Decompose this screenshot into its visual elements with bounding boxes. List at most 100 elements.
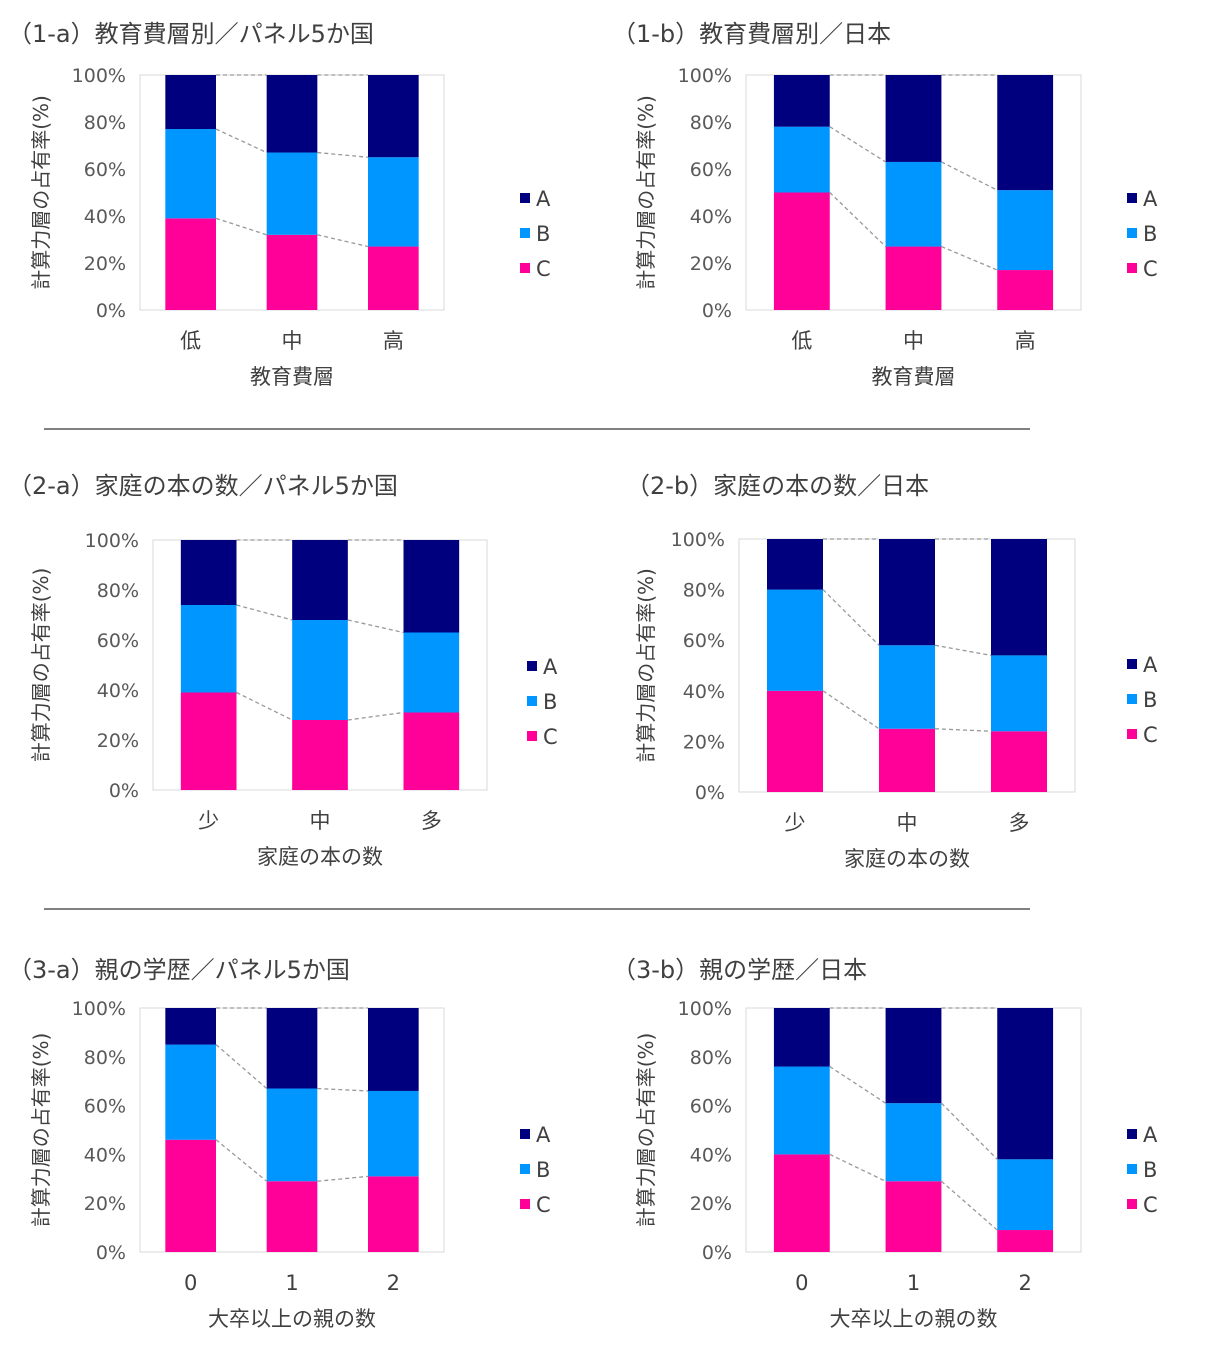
connector-line [934,644,992,657]
y-tick-label: 20% [683,731,725,753]
y-tick-label: 40% [97,680,139,702]
bar-C [767,690,823,792]
bar-A [368,1008,419,1091]
y-tick-label: 80% [84,1047,126,1069]
x-tick-label: 2 [387,1271,400,1295]
bar-C [773,192,830,310]
bar-C [879,728,935,792]
legend-label-A: A [543,655,558,679]
y-axis-title: 計算力層の占有率(%) [634,568,658,763]
x-tick-label: 多 [1009,811,1030,835]
y-tick-label: 80% [690,1047,732,1069]
legend-label-A: A [536,1123,551,1147]
legend-swatch-A [520,193,530,203]
connector-line [941,161,998,191]
bar-B [997,190,1054,271]
x-tick-label: 1 [907,1271,920,1295]
y-tick-label: 0% [702,1242,732,1264]
y-tick-label: 100% [671,529,725,551]
bar-A [403,540,460,633]
bar-C [885,1181,942,1252]
y-axis-title: 計算力層の占有率(%) [29,568,53,763]
x-tick-label: 中 [310,809,331,833]
y-tick-label: 20% [690,1193,732,1215]
y-tick-label: 0% [96,300,126,322]
bar-A [773,1008,830,1067]
legend-swatch-B [1127,694,1137,704]
panel-title-2b: （2-b）家庭の本の数／日本 [626,472,930,500]
bar-C [266,1181,318,1252]
bar-C [885,246,942,310]
panel-title-1b: （1-b）教育費層別／日本 [612,20,892,48]
y-tick-label: 80% [84,112,126,134]
legend-swatch-A [527,661,537,671]
connector-line [822,589,880,646]
connector-line [317,151,369,158]
y-tick-label: 60% [690,159,732,181]
legend-swatch-C [527,731,537,741]
panel-title-1a: （1-a）教育費層別／パネル5か国 [8,20,374,48]
connector-line [347,711,404,721]
connector-line [829,192,887,248]
bar-A [165,1008,216,1045]
chart-3a: 0% 20% 40% 60% 80% 100% 0 1 2 大卒以上の親の数 計算力層の占有率(%)… [29,998,551,1331]
bar-A [997,75,1054,191]
y-axis-title: 計算力層の占有率(%) [634,1033,658,1228]
y-axis-title: 計算力層の占有率(%) [29,1033,53,1228]
legend-label-A: A [1143,187,1158,211]
bar-B [266,152,318,235]
bar-B [885,1103,942,1182]
legend-swatch-A [1127,659,1137,669]
x-axis-title: 教育費層 [872,365,956,389]
panel-title-3b: （3-b）親の学歴／日本 [612,956,868,984]
x-tick-label: 少 [785,811,806,835]
bar-B [266,1088,318,1182]
bar-B [991,655,1047,732]
bar-A [885,1008,942,1104]
connector-line [829,1153,886,1182]
connector-line [934,728,992,732]
bar-B [879,645,935,729]
bar-A [991,539,1047,656]
x-axis-title: 大卒以上の親の数 [830,1307,998,1331]
bar-A [266,75,318,153]
connector-line [317,234,369,248]
connector-line [215,1044,268,1090]
connector-line [236,604,293,621]
connector-line [215,1139,268,1182]
y-tick-label: 40% [84,1144,126,1166]
legend-label-C: C [536,1193,551,1217]
y-tick-label: 80% [683,580,725,602]
y-tick-label: 0% [96,1242,126,1264]
y-tick-label: 80% [690,112,732,134]
y-tick-label: 100% [678,998,732,1020]
x-tick-label: 多 [421,809,442,833]
y-tick-label: 100% [85,530,139,552]
y-tick-label: 60% [84,159,126,181]
y-tick-label: 60% [97,630,139,652]
y-axis-title: 計算力層の占有率(%) [29,95,53,290]
bar-C [180,692,237,790]
bar-A [767,539,823,590]
bar-C [368,246,419,310]
x-axis-title: 家庭の本の数 [844,847,970,871]
bar-C [368,1176,419,1252]
legend-swatch-B [520,1164,530,1174]
legend-swatch-B [527,696,537,706]
bar-B [165,1044,216,1140]
bar-C [165,218,216,310]
legend-swatch-B [1127,1164,1137,1174]
legend-label-B: B [536,1158,550,1182]
x-tick-label: 低 [180,329,201,353]
y-tick-label: 80% [97,580,139,602]
legend-label-B: B [1143,1158,1157,1182]
connector-line [215,128,267,154]
x-tick-label: 高 [383,329,404,353]
bar-B [773,1066,830,1155]
bar-B [180,605,237,693]
connector-line [829,1066,886,1104]
connector-line [347,619,404,634]
section-divider [44,428,1030,430]
panel-title-2a: （2-a）家庭の本の数／パネル5か国 [8,472,398,500]
